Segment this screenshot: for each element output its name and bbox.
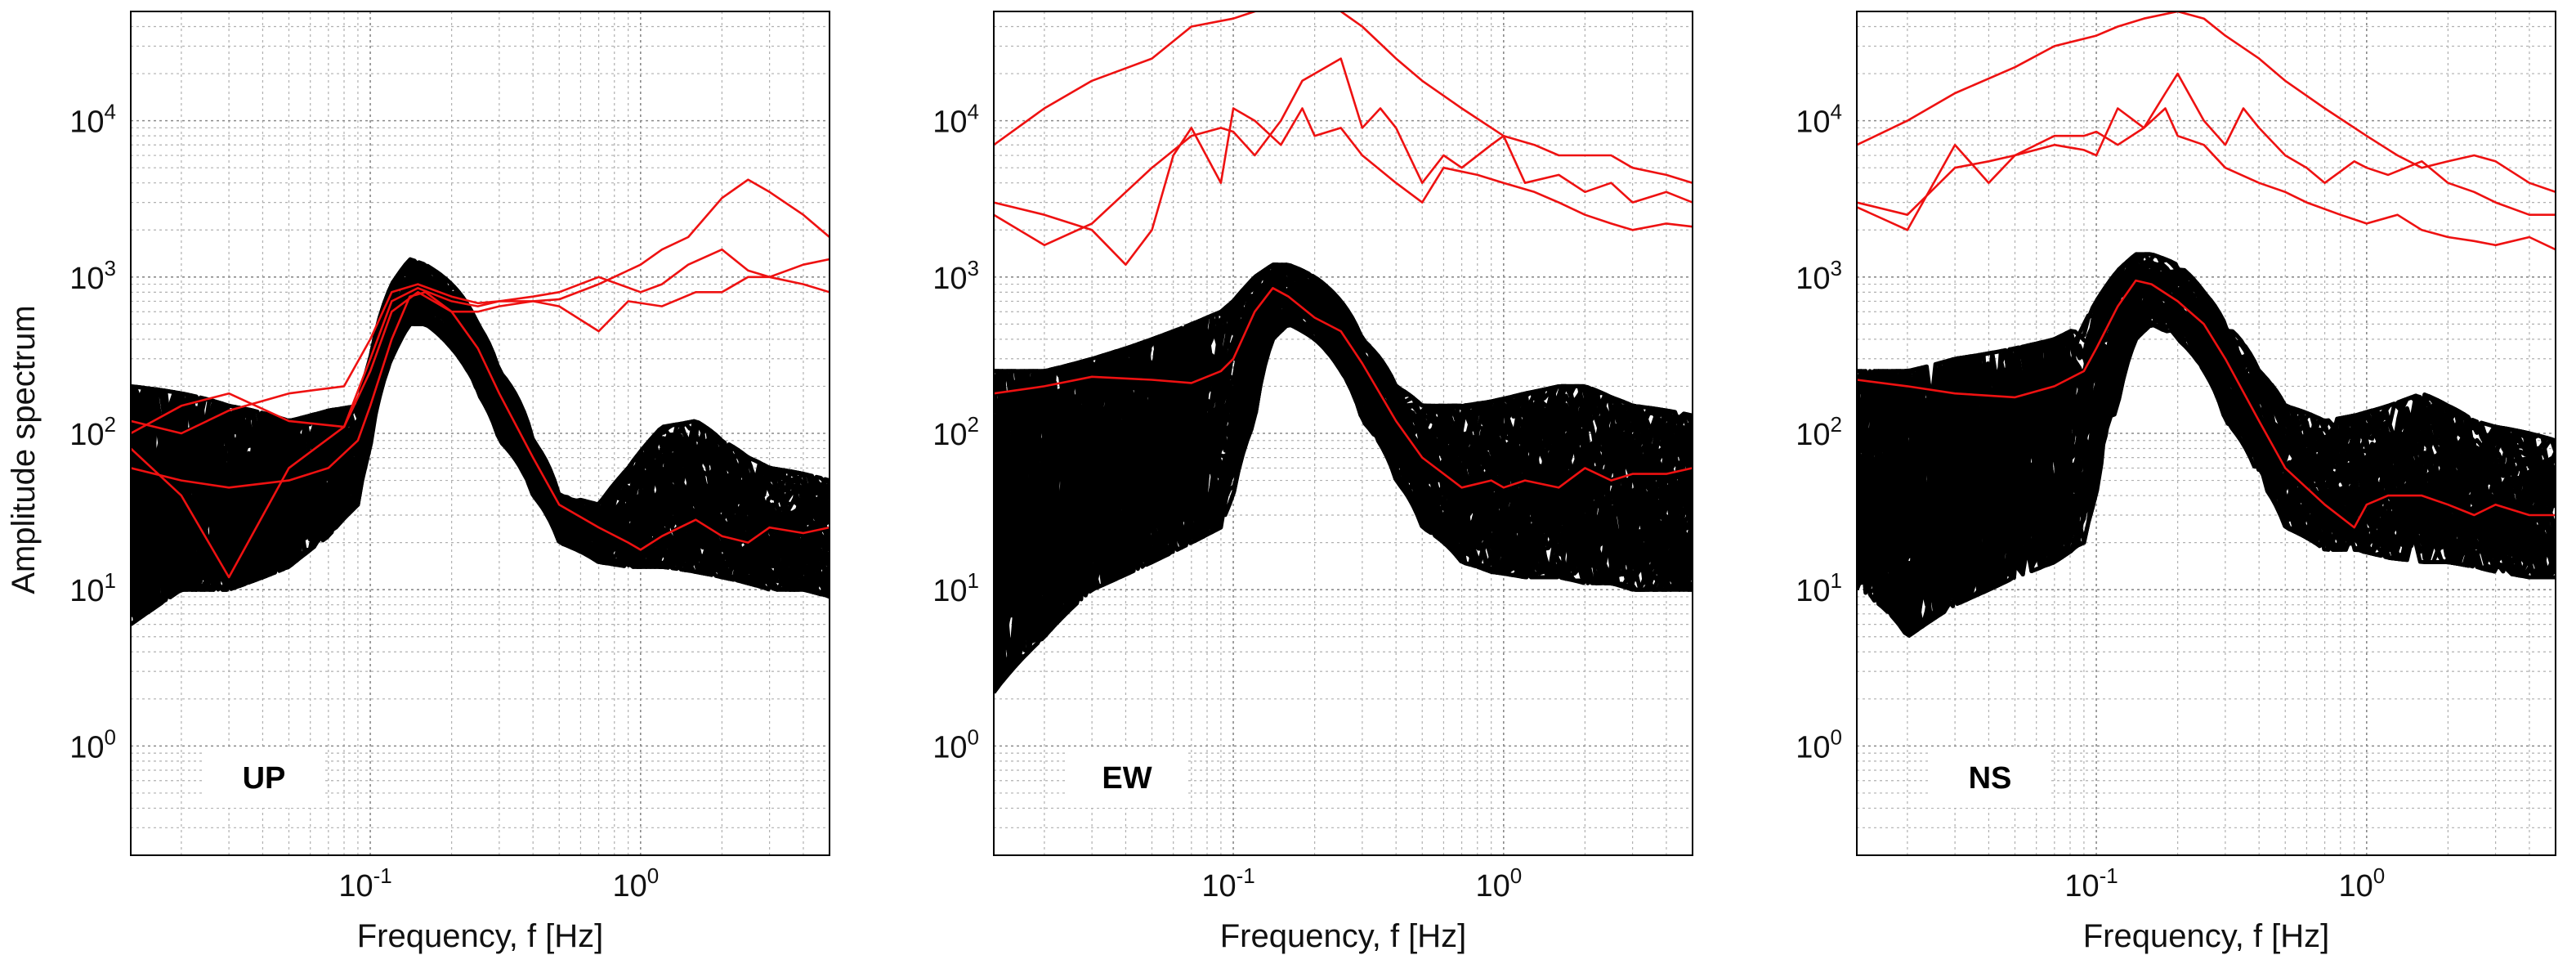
y-tick-label: 103 <box>1796 256 1842 296</box>
black-trace <box>1857 306 2556 638</box>
x-tick-label: 10-1 <box>2064 863 2118 903</box>
black-trace <box>131 263 830 545</box>
panel-label: NS <box>1969 761 2012 796</box>
black-trace <box>1857 294 2556 593</box>
red-series <box>994 57 1693 247</box>
y-tick-label: 103 <box>69 256 116 296</box>
panel-label-box <box>204 747 324 808</box>
black-trace <box>994 266 1693 501</box>
y-tick-label: 104 <box>932 100 979 140</box>
x-tick-label: 100 <box>1475 863 1522 903</box>
x-tick-label: 10-1 <box>1201 863 1254 903</box>
plot-area <box>131 178 830 626</box>
y-tick-label: 101 <box>1796 568 1842 608</box>
axes-frame <box>993 11 1693 856</box>
red-series <box>131 178 830 435</box>
black-trace <box>994 312 1693 664</box>
red-series <box>1857 72 2556 231</box>
panel-label: EW <box>1102 761 1152 796</box>
x-tick-label: 100 <box>2338 863 2385 903</box>
panel-label-box <box>1930 747 2050 808</box>
red-series <box>131 291 830 551</box>
black-trace <box>994 312 1693 694</box>
plot-area <box>1857 11 2556 638</box>
axes-frame <box>1856 11 2556 856</box>
x-axis-label: Frequency, f [Hz] <box>1220 918 1467 954</box>
red-series <box>1857 279 2556 529</box>
axes-frame <box>130 11 830 856</box>
black-trace <box>1857 258 2556 536</box>
y-tick-label: 101 <box>932 568 979 608</box>
red-series <box>131 248 830 579</box>
y-tick-label: 100 <box>69 724 116 764</box>
plot-area <box>994 11 1693 694</box>
y-tick-label: 101 <box>69 568 116 608</box>
x-axis-label: Frequency, f [Hz] <box>357 918 604 954</box>
y-tick-label: 104 <box>1796 100 1842 140</box>
panel-label-box <box>1067 747 1187 808</box>
panel-label: UP <box>243 761 286 796</box>
y-tick-label: 103 <box>932 256 979 296</box>
x-axis-label: Frequency, f [Hz] <box>2083 918 2330 954</box>
y-tick-label: 102 <box>69 412 116 452</box>
y-tick-label: 102 <box>1796 412 1842 452</box>
y-tick-label: 104 <box>69 100 116 140</box>
black-trace <box>131 258 830 518</box>
y-tick-label: 100 <box>932 724 979 764</box>
x-tick-label: 100 <box>612 863 659 903</box>
red-series <box>994 11 1693 184</box>
black-trace <box>1857 264 2556 518</box>
black-trace <box>131 294 830 599</box>
red-series <box>994 287 1693 489</box>
x-tick-label: 10-1 <box>338 863 391 903</box>
red-series <box>1857 107 2556 251</box>
y-tick-label: 102 <box>932 412 979 452</box>
red-series <box>131 276 830 435</box>
black-trace <box>1857 295 2556 629</box>
y-axis-label: Amplitude spectrum <box>6 305 42 594</box>
y-tick-label: 100 <box>1796 724 1842 764</box>
black-trace <box>994 269 1693 596</box>
black-trace <box>1857 252 2556 478</box>
red-series <box>1857 11 2556 194</box>
red-series <box>994 107 1693 266</box>
